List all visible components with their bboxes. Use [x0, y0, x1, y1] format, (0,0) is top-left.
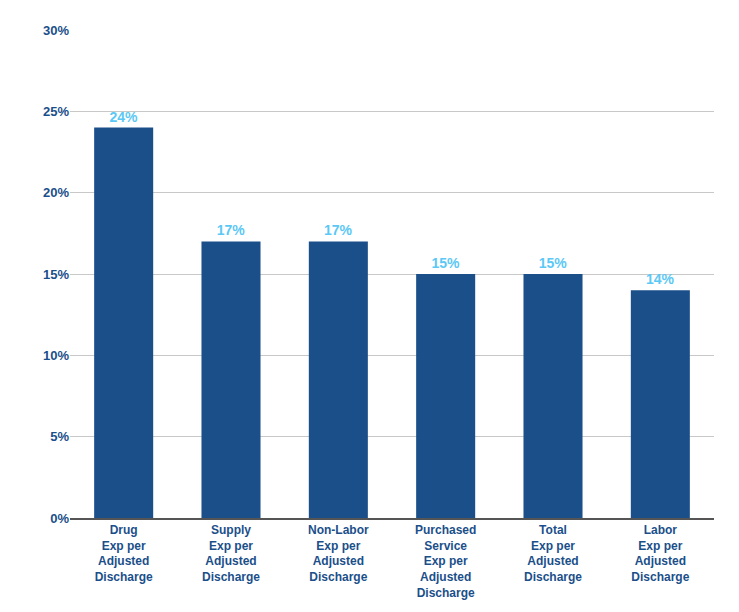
svg-text:TotalExp perAdjustedDischarge: TotalExp perAdjustedDischarge	[524, 523, 582, 584]
svg-text:DrugExp perAdjustedDischarge: DrugExp perAdjustedDischarge	[95, 523, 153, 584]
svg-text:PurchasedServiceExp perAdjuste: PurchasedServiceExp perAdjustedDischarge	[415, 523, 476, 599]
svg-text:SupplyExp perAdjustedDischarge: SupplyExp perAdjustedDischarge	[202, 523, 260, 584]
svg-text:17%: 17%	[324, 222, 353, 238]
svg-text:15%: 15%	[431, 255, 460, 271]
svg-text:15%: 15%	[43, 267, 69, 282]
svg-text:LaborExp perAdjustedDischarge: LaborExp perAdjustedDischarge	[631, 523, 689, 584]
svg-text:10%: 10%	[43, 348, 69, 363]
svg-text:14%: 14%	[646, 271, 675, 287]
svg-text:30%: 30%	[43, 23, 69, 38]
svg-text:Non-LaborExp perAdjustedDischa: Non-LaborExp perAdjustedDischarge	[308, 523, 369, 584]
svg-text:25%: 25%	[43, 104, 69, 119]
svg-text:15%: 15%	[539, 255, 568, 271]
svg-text:0%: 0%	[50, 511, 69, 526]
svg-text:20%: 20%	[43, 185, 69, 200]
svg-text:24%: 24%	[109, 109, 138, 125]
svg-text:5%: 5%	[50, 429, 69, 444]
svg-text:17%: 17%	[217, 222, 246, 238]
